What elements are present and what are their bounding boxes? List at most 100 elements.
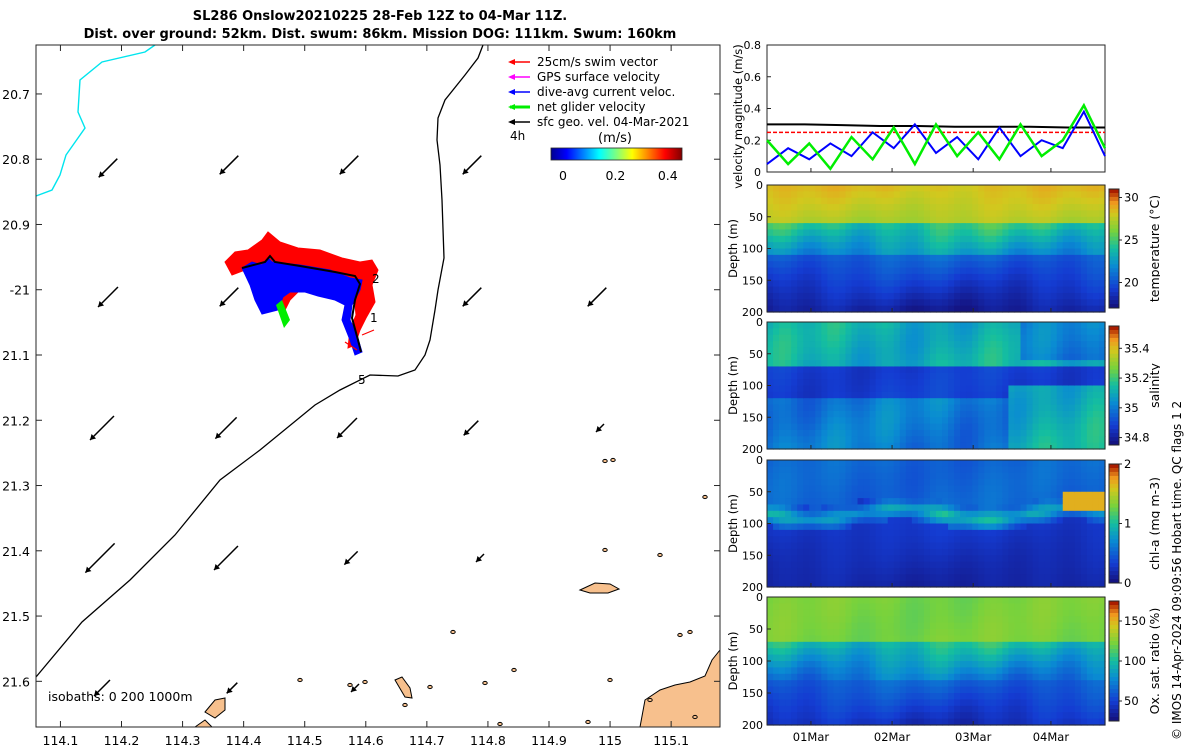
heatmap-cell-1-51-7 bbox=[1074, 366, 1082, 374]
heatmap-cell-0-54-18 bbox=[1092, 299, 1100, 307]
heatmap-cell-0-39-0 bbox=[1002, 185, 1010, 192]
heatmap-cell-2-5-18 bbox=[797, 574, 804, 582]
heatmap-cell-1-22-15 bbox=[899, 417, 907, 425]
heatmap-cell-0-1-11 bbox=[773, 254, 780, 262]
heatmap-cell-0-6-16 bbox=[803, 286, 810, 294]
heatmap-cell-0-26-5 bbox=[923, 216, 931, 224]
heatmap-cell-0-21-15 bbox=[893, 280, 901, 288]
heatmap-cell-2-41-4 bbox=[1014, 485, 1022, 493]
heatmap-cell-3-51-8 bbox=[1074, 648, 1082, 656]
heatmap-cell-3-23-0 bbox=[905, 597, 913, 604]
heatmap-cell-3-5-0 bbox=[797, 597, 804, 604]
heatmap-cell-3-19-2 bbox=[881, 609, 889, 617]
heatmap-cell-1-54-10 bbox=[1092, 385, 1100, 393]
heatmap-cell-3-8-18 bbox=[815, 712, 822, 720]
heatmap-cell-2-40-13 bbox=[1008, 542, 1016, 550]
heatmap-cell-2-43-7 bbox=[1026, 504, 1034, 512]
heatmap-cell-3-52-16 bbox=[1080, 699, 1088, 707]
heatmap-cell-3-15-10 bbox=[857, 661, 865, 668]
heatmap-cell-3-13-15 bbox=[845, 693, 853, 700]
heatmap-cell-3-5-13 bbox=[797, 680, 804, 688]
heatmap-cell-3-29-2 bbox=[942, 609, 949, 617]
heatmap-cell-0-55-16 bbox=[1098, 286, 1106, 294]
heatmap-cell-0-21-13 bbox=[893, 267, 901, 275]
heatmap-cell-0-48-17 bbox=[1056, 292, 1064, 300]
heatmap-cell-0-9-3 bbox=[821, 204, 828, 211]
heatmap-cell-3-53-0 bbox=[1086, 597, 1094, 604]
colorbar-cell-3-3 bbox=[1109, 613, 1119, 618]
heatmap-cell-0-0-16 bbox=[767, 286, 774, 294]
heatmap-cell-1-9-17 bbox=[821, 429, 828, 437]
heatmap-cell-3-33-19 bbox=[966, 718, 973, 726]
heatmap-cell-0-41-13 bbox=[1014, 267, 1022, 275]
heatmap-cell-1-42-18 bbox=[1020, 436, 1028, 444]
heatmap-cell-2-52-3 bbox=[1080, 479, 1088, 486]
heatmap-cell-0-3-10 bbox=[785, 248, 792, 256]
heatmap-cell-1-4-10 bbox=[791, 385, 798, 393]
heatmap-cell-2-42-14 bbox=[1020, 548, 1028, 556]
heatmap-cell-3-24-11 bbox=[911, 667, 919, 675]
heatmap-cell-0-39-11 bbox=[1002, 254, 1010, 262]
hm-ytick-label-2-4: 200 bbox=[742, 581, 763, 594]
heatmap-cell-3-10-4 bbox=[827, 622, 834, 630]
heatmap-cell-0-27-0 bbox=[929, 185, 937, 192]
heatmap-cell-0-29-5 bbox=[942, 216, 949, 224]
hm-ytick-label-3-3: 150 bbox=[742, 687, 763, 700]
heatmap-cell-2-9-9 bbox=[821, 517, 828, 525]
heatmap-cell-3-15-1 bbox=[857, 603, 865, 611]
colorbar-cell-0-24 bbox=[1109, 284, 1119, 289]
heatmap-cell-0-26-19 bbox=[923, 305, 931, 313]
heatmap-cell-2-6-12 bbox=[803, 536, 810, 544]
heatmap-cell-2-31-0 bbox=[954, 460, 961, 467]
heatmap-cell-0-38-10 bbox=[996, 248, 1003, 256]
heatmap-cell-3-9-4 bbox=[821, 622, 828, 630]
heatmap-cell-3-11-6 bbox=[833, 635, 841, 643]
heatmap-cell-3-26-9 bbox=[923, 654, 931, 662]
heatmap-cell-2-11-17 bbox=[833, 567, 841, 575]
heatmap-cell-0-20-12 bbox=[887, 261, 895, 269]
heatmap-cell-3-9-2 bbox=[821, 609, 828, 617]
heatmap-cell-0-14-3 bbox=[851, 204, 859, 211]
heatmap-cell-3-35-6 bbox=[978, 635, 985, 643]
heatmap-cell-1-45-9 bbox=[1038, 379, 1046, 387]
heatmap-cell-1-25-17 bbox=[917, 429, 925, 437]
colorbar-cell-3-7 bbox=[1109, 629, 1119, 634]
heatmap-cell-3-55-18 bbox=[1098, 712, 1106, 720]
colorbar-cell-2-3 bbox=[1109, 475, 1119, 481]
heatmap-cell-1-23-18 bbox=[905, 436, 913, 444]
heatmap-cell-3-16-6 bbox=[863, 635, 871, 643]
heatmap-cell-3-4-15 bbox=[791, 693, 798, 700]
heatmap-cell-1-52-12 bbox=[1080, 398, 1088, 406]
heatmap-cell-1-40-1 bbox=[1008, 328, 1016, 336]
heatmap-cell-3-22-11 bbox=[899, 667, 907, 675]
heatmap-cell-3-40-7 bbox=[1008, 641, 1016, 649]
heatmap-cell-2-27-17 bbox=[929, 567, 937, 575]
heatmap-cell-2-10-14 bbox=[827, 548, 834, 556]
heatmap-cell-1-38-15 bbox=[996, 417, 1003, 425]
heatmap-cell-3-18-7 bbox=[875, 641, 883, 649]
heatmap-cell-0-9-7 bbox=[821, 229, 828, 237]
heatmap-cell-3-50-5 bbox=[1068, 629, 1076, 636]
heatmap-cell-2-1-1 bbox=[773, 466, 780, 474]
heatmap-cell-3-25-6 bbox=[917, 635, 925, 643]
heatmap-cell-3-31-11 bbox=[954, 667, 961, 675]
heatmap-cell-0-43-2 bbox=[1026, 197, 1034, 205]
map-ytick-label-5: 21.2 bbox=[2, 413, 30, 428]
heatmap-cell-2-4-2 bbox=[791, 472, 798, 480]
heatmap-cell-2-2-5 bbox=[779, 491, 786, 499]
heatmap-cell-0-23-0 bbox=[905, 185, 913, 192]
heatmap-cell-2-9-10 bbox=[821, 523, 828, 531]
heatmap-cell-0-16-10 bbox=[863, 248, 871, 256]
heatmap-cell-1-20-17 bbox=[887, 429, 895, 437]
heatmap-cell-3-48-6 bbox=[1056, 635, 1064, 643]
heatmap-cell-3-39-7 bbox=[1002, 641, 1010, 649]
heatmap-cell-0-10-7 bbox=[827, 229, 834, 237]
heatmap-cell-3-30-18 bbox=[948, 712, 955, 720]
colorbar-chlorophyll bbox=[1109, 464, 1119, 584]
heatmap-cell-1-39-14 bbox=[1002, 410, 1010, 418]
heatmap-cell-2-50-11 bbox=[1068, 529, 1076, 537]
colorbar-cell-0-19 bbox=[1109, 264, 1119, 269]
heatmap-cell-0-10-1 bbox=[827, 191, 834, 199]
heatmap-cell-1-32-0 bbox=[960, 322, 967, 329]
heatmap-cell-3-11-1 bbox=[833, 603, 841, 611]
